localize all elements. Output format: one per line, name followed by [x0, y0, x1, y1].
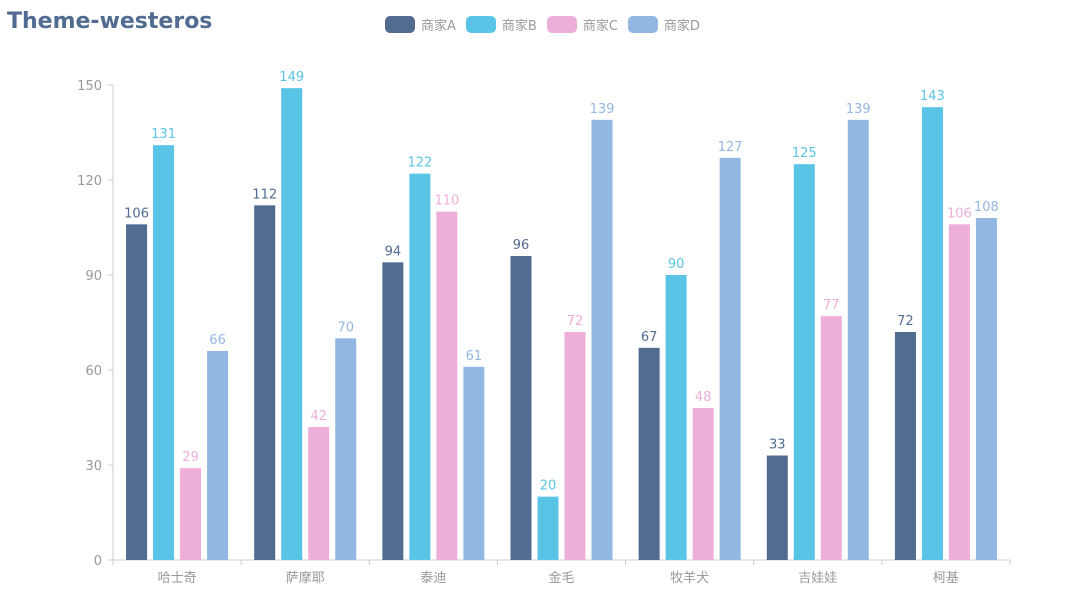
legend-swatch-c — [546, 16, 577, 33]
legend-item-c[interactable]: 商家C — [546, 15, 618, 34]
legend-item-b[interactable]: 商家B — [465, 15, 537, 34]
x-category-label: 金毛 — [548, 570, 574, 586]
bar — [510, 256, 532, 560]
data-label: 127 — [718, 140, 743, 155]
data-label: 108 — [974, 200, 999, 215]
bar — [894, 332, 916, 560]
data-label: 90 — [668, 257, 685, 272]
y-tick-label: 0 — [94, 554, 102, 569]
data-label: 112 — [252, 187, 277, 202]
data-label: 139 — [846, 102, 871, 117]
bar — [591, 119, 613, 560]
legend-item-a[interactable]: 商家A — [385, 15, 456, 34]
data-label: 131 — [151, 127, 176, 142]
bar — [921, 107, 943, 561]
x-category-label: 吉娃娃 — [798, 571, 837, 586]
y-tick-label: 120 — [77, 174, 102, 189]
bar — [409, 173, 431, 560]
data-label: 48 — [695, 390, 712, 405]
bar — [692, 408, 714, 560]
data-label: 106 — [124, 206, 149, 221]
legend-swatch-d — [627, 16, 658, 33]
x-category-label: 柯基 — [933, 571, 959, 586]
data-label: 110 — [434, 194, 459, 209]
data-label: 125 — [792, 146, 817, 161]
legend-item-d[interactable]: 商家D — [627, 15, 700, 34]
legend-swatch-b — [465, 16, 496, 33]
bar — [793, 164, 815, 560]
data-label: 149 — [279, 70, 304, 85]
bar — [766, 455, 788, 560]
data-label: 67 — [641, 330, 658, 345]
legend-swatch-a — [385, 16, 415, 33]
data-label: 94 — [385, 244, 402, 259]
y-tick-label: 60 — [85, 364, 102, 379]
bar — [463, 366, 485, 560]
bar — [564, 332, 586, 560]
y-tick-label: 150 — [77, 79, 102, 94]
data-label: 139 — [590, 102, 615, 117]
x-category-label: 萨摩耶 — [286, 570, 325, 586]
data-label: 29 — [182, 450, 199, 465]
legend-label-d: 商家D — [663, 19, 700, 34]
bar — [975, 218, 997, 560]
bar — [153, 145, 175, 560]
chart-title: Theme-westeros — [7, 9, 213, 34]
data-label: 33 — [769, 438, 786, 453]
bar — [537, 496, 559, 560]
data-label: 66 — [209, 333, 226, 348]
data-label: 106 — [947, 206, 972, 221]
data-label: 122 — [407, 156, 432, 171]
legend-label-c: 商家C — [582, 19, 618, 34]
bar — [436, 211, 458, 560]
data-label: 72 — [897, 314, 914, 329]
bar — [207, 351, 229, 560]
bar — [847, 119, 869, 560]
data-label: 72 — [567, 314, 584, 329]
bar — [665, 275, 687, 560]
data-label: 20 — [540, 479, 557, 494]
data-label: 61 — [466, 349, 483, 364]
legend-label-a: 商家A — [421, 19, 456, 34]
data-label: 77 — [823, 298, 840, 313]
bar — [638, 347, 660, 560]
legend: 商家A 商家B 商家C 商家D — [385, 15, 700, 34]
bar — [335, 338, 357, 560]
data-label: 96 — [513, 238, 530, 253]
x-category-label: 牧羊犬 — [670, 570, 709, 586]
legend-label-b: 商家B — [501, 19, 537, 34]
bar — [719, 157, 741, 561]
x-category-label: 哈士奇 — [158, 570, 197, 586]
y-tick-label: 30 — [85, 459, 102, 474]
bar — [254, 205, 276, 561]
bar — [948, 224, 970, 561]
data-label: 143 — [920, 89, 945, 104]
bar — [820, 316, 842, 560]
data-label: 42 — [310, 409, 327, 424]
y-tick-label: 90 — [85, 269, 102, 284]
bar — [281, 88, 303, 561]
bar — [308, 427, 330, 560]
bar — [126, 224, 148, 561]
bar — [180, 468, 202, 560]
data-label: 70 — [337, 320, 354, 335]
x-category-label: 泰迪 — [420, 571, 446, 586]
bar — [382, 262, 404, 560]
